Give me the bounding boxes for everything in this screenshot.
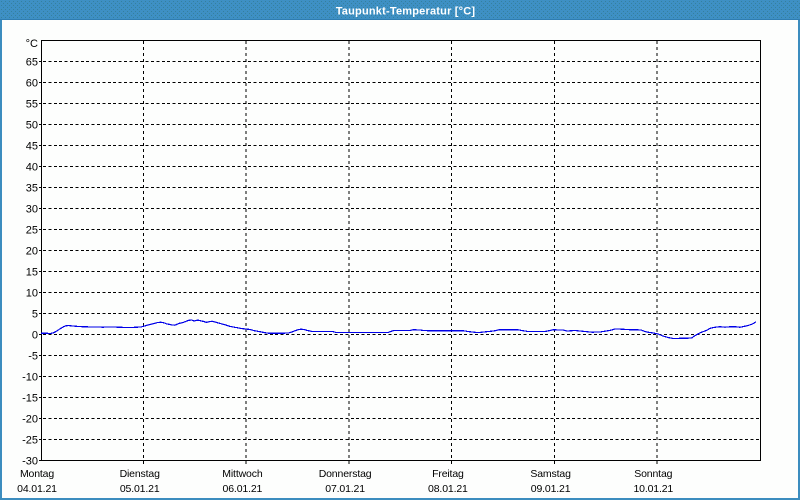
svg-text:60: 60 — [26, 77, 38, 89]
svg-text:20: 20 — [26, 245, 38, 257]
svg-text:°C: °C — [26, 38, 38, 50]
svg-text:5: 5 — [32, 308, 38, 320]
svg-text:-10: -10 — [22, 371, 38, 383]
svg-text:0: 0 — [32, 329, 38, 341]
svg-text:50: 50 — [26, 119, 38, 131]
svg-text:45: 45 — [26, 140, 38, 152]
svg-text:35: 35 — [26, 182, 38, 194]
svg-text:15: 15 — [26, 266, 38, 278]
svg-text:25: 25 — [26, 224, 38, 236]
svg-text:-15: -15 — [22, 392, 38, 404]
svg-text:Sonntag: Sonntag — [634, 468, 672, 480]
svg-text:07.01.21: 07.01.21 — [325, 483, 365, 495]
svg-text:10: 10 — [26, 287, 38, 299]
svg-text:30: 30 — [26, 203, 38, 215]
svg-text:09.01.21: 09.01.21 — [531, 483, 571, 495]
svg-text:Mittwoch: Mittwoch — [222, 468, 263, 480]
svg-text:-30: -30 — [22, 456, 38, 468]
svg-text:05.01.21: 05.01.21 — [120, 483, 160, 495]
svg-text:-20: -20 — [22, 413, 38, 425]
svg-text:-5: -5 — [28, 350, 38, 362]
svg-text:Freitag: Freitag — [432, 468, 464, 480]
svg-text:10.01.21: 10.01.21 — [633, 483, 673, 495]
svg-text:06.01.21: 06.01.21 — [223, 483, 263, 495]
svg-text:65: 65 — [26, 56, 38, 68]
svg-text:04.01.21: 04.01.21 — [17, 483, 57, 495]
svg-text:08.01.21: 08.01.21 — [428, 483, 468, 495]
svg-text:Donnerstag: Donnerstag — [319, 468, 372, 480]
svg-text:Taupunkt-Temperatur [°C]: Taupunkt-Temperatur [°C] — [336, 6, 476, 18]
svg-text:-25: -25 — [22, 434, 38, 446]
svg-text:Montag: Montag — [20, 468, 54, 480]
svg-text:55: 55 — [26, 98, 38, 110]
svg-text:Dienstag: Dienstag — [120, 468, 161, 480]
svg-text:40: 40 — [26, 161, 38, 173]
svg-text:Samstag: Samstag — [530, 468, 571, 480]
